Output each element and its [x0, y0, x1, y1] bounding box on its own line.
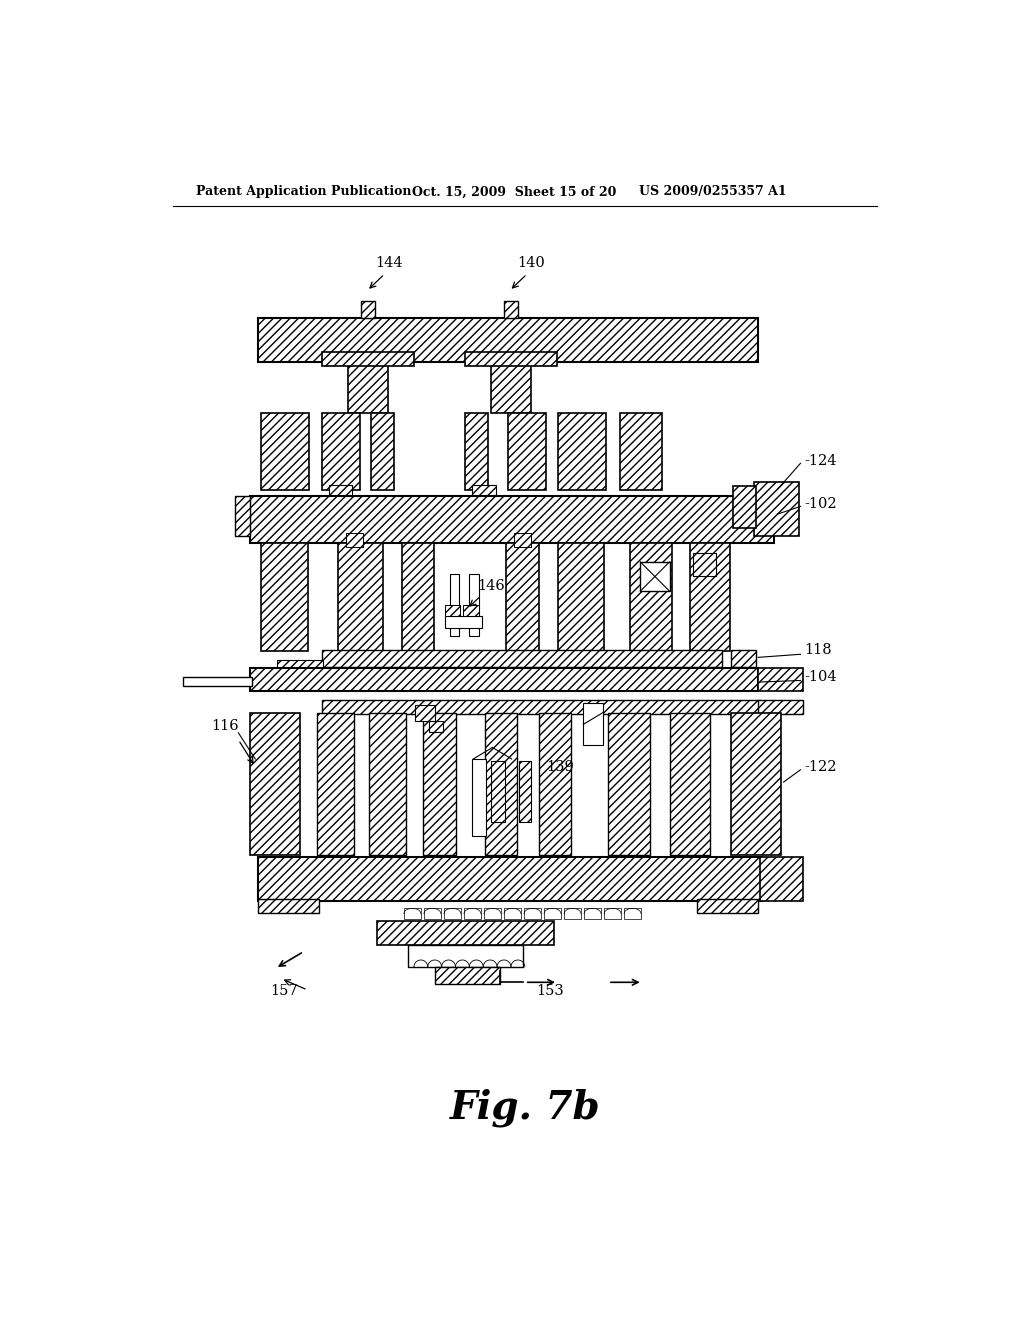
Bar — [316, 713, 354, 855]
Bar — [731, 649, 756, 667]
Bar — [504, 301, 518, 318]
Bar — [322, 701, 761, 714]
Bar — [463, 605, 478, 615]
Text: -124: -124 — [804, 454, 837, 469]
Bar — [444, 605, 460, 615]
Bar — [371, 412, 394, 490]
Bar — [429, 721, 443, 733]
Bar — [731, 713, 781, 855]
Bar — [322, 649, 722, 667]
Bar — [696, 899, 758, 913]
Bar — [761, 857, 803, 902]
Bar — [276, 660, 323, 671]
Text: 116: 116 — [211, 719, 239, 733]
Bar — [250, 668, 758, 692]
Bar — [370, 713, 407, 855]
Text: -102: -102 — [804, 498, 837, 511]
Bar — [183, 677, 252, 686]
Bar — [444, 908, 461, 919]
Bar — [416, 705, 435, 721]
Bar — [608, 713, 650, 855]
Text: Patent Application Publication: Patent Application Publication — [196, 185, 412, 198]
Text: 140: 140 — [517, 256, 545, 271]
Bar — [733, 486, 756, 528]
Text: Oct. 15, 2009  Sheet 15 of 20: Oct. 15, 2009 Sheet 15 of 20 — [412, 185, 616, 198]
Bar — [484, 908, 501, 919]
Bar — [408, 945, 523, 966]
Bar — [490, 760, 505, 822]
Text: 118: 118 — [804, 643, 831, 657]
Bar — [758, 668, 803, 692]
Bar — [504, 908, 521, 919]
Bar — [544, 908, 561, 919]
Bar — [524, 908, 541, 919]
Bar — [377, 921, 554, 945]
Bar — [670, 713, 710, 855]
Bar — [339, 544, 383, 651]
Bar — [484, 713, 517, 855]
Text: 153: 153 — [537, 983, 564, 998]
Bar — [401, 544, 434, 651]
Bar — [330, 484, 352, 499]
Text: 139: 139 — [547, 760, 574, 775]
Bar — [519, 760, 531, 822]
Bar — [508, 412, 547, 490]
Bar — [539, 713, 571, 855]
Bar — [424, 908, 441, 919]
Bar — [490, 363, 531, 412]
Bar — [403, 908, 421, 919]
Text: 144: 144 — [376, 256, 403, 271]
Bar — [689, 544, 730, 651]
Text: 157: 157 — [270, 983, 298, 998]
Bar — [584, 908, 601, 919]
Bar — [444, 615, 481, 628]
Bar — [261, 412, 309, 490]
Bar — [630, 544, 672, 651]
Bar — [692, 553, 716, 576]
Bar — [250, 496, 773, 544]
Bar — [514, 533, 531, 548]
Bar — [435, 966, 500, 983]
Bar — [469, 574, 478, 636]
Text: -104: -104 — [804, 669, 837, 684]
Bar — [451, 574, 460, 636]
Bar — [258, 318, 758, 363]
Bar — [322, 412, 360, 490]
Bar — [258, 857, 762, 902]
Bar — [755, 482, 799, 536]
Text: -122: -122 — [804, 760, 837, 775]
Bar — [346, 533, 364, 548]
Bar — [558, 544, 604, 651]
Text: 146: 146 — [477, 579, 505, 594]
Text: US 2009/0255357 A1: US 2009/0255357 A1 — [639, 185, 786, 198]
Bar — [250, 713, 300, 855]
Bar — [258, 899, 319, 913]
Bar — [322, 352, 414, 367]
Bar — [465, 412, 487, 490]
Bar — [464, 908, 481, 919]
Bar — [261, 544, 307, 651]
Bar — [640, 562, 670, 591]
Bar — [584, 702, 602, 744]
Bar — [604, 908, 621, 919]
Bar — [506, 544, 539, 651]
Text: Fig. 7b: Fig. 7b — [450, 1089, 600, 1127]
Bar — [360, 301, 375, 318]
Bar — [348, 363, 388, 412]
Bar — [465, 352, 557, 367]
Bar — [758, 701, 803, 714]
Bar — [234, 496, 250, 536]
Bar — [620, 412, 662, 490]
Bar — [625, 908, 641, 919]
Bar — [472, 484, 496, 499]
Bar — [558, 412, 605, 490]
Bar — [472, 759, 485, 836]
Bar — [423, 713, 456, 855]
Bar — [564, 908, 581, 919]
